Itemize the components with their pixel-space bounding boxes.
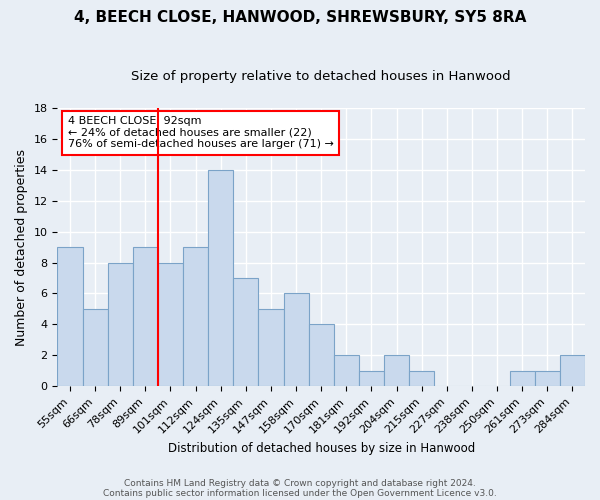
Bar [334, 356, 359, 386]
Text: Contains public sector information licensed under the Open Government Licence v3: Contains public sector information licen… [103, 488, 497, 498]
Bar [409, 371, 434, 386]
Bar [107, 262, 133, 386]
Text: 4, BEECH CLOSE, HANWOOD, SHREWSBURY, SY5 8RA: 4, BEECH CLOSE, HANWOOD, SHREWSBURY, SY5… [74, 10, 526, 25]
Bar [560, 356, 585, 386]
Text: 4 BEECH CLOSE: 92sqm
← 24% of detached houses are smaller (22)
76% of semi-detac: 4 BEECH CLOSE: 92sqm ← 24% of detached h… [68, 116, 334, 150]
Bar [183, 247, 208, 386]
Bar [58, 247, 83, 386]
X-axis label: Distribution of detached houses by size in Hanwood: Distribution of detached houses by size … [167, 442, 475, 455]
Bar [83, 309, 107, 386]
Bar [208, 170, 233, 386]
Bar [284, 294, 308, 386]
Bar [384, 356, 409, 386]
Bar [233, 278, 259, 386]
Bar [509, 371, 535, 386]
Bar [259, 309, 284, 386]
Y-axis label: Number of detached properties: Number of detached properties [15, 148, 28, 346]
Title: Size of property relative to detached houses in Hanwood: Size of property relative to detached ho… [131, 70, 511, 83]
Bar [535, 371, 560, 386]
Bar [158, 262, 183, 386]
Bar [308, 324, 334, 386]
Bar [359, 371, 384, 386]
Text: Contains HM Land Registry data © Crown copyright and database right 2024.: Contains HM Land Registry data © Crown c… [124, 478, 476, 488]
Bar [133, 247, 158, 386]
